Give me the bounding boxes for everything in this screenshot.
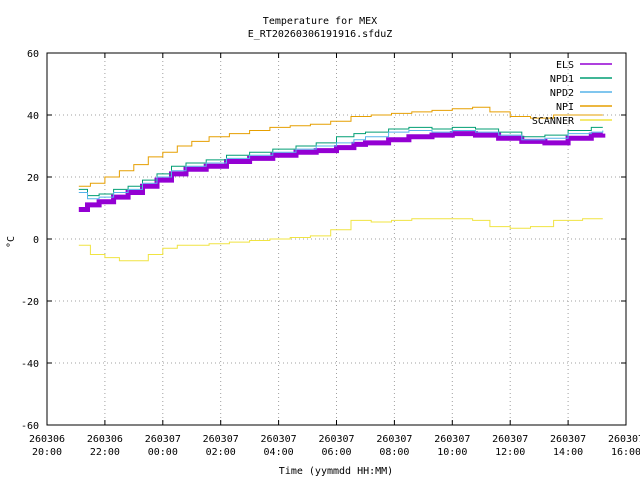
data-series — [78, 106, 606, 262]
grid-lines — [47, 53, 626, 425]
x-tick-label-date: 260307 — [608, 434, 640, 445]
x-tick-label-time: 22:00 — [90, 447, 120, 458]
x-tick-label-time: 06:00 — [321, 447, 351, 458]
y-axis-label: °C — [6, 236, 17, 248]
axis-ticks: -60 -40 -20 0 20 40 60 260306 20:00 260306 22:00 26… — [21, 49, 640, 458]
x-tick-label-date: 260306 — [87, 434, 123, 445]
x-tick-label-date: 260307 — [145, 434, 181, 445]
legend-label-npd1: NPD1 — [550, 74, 574, 85]
y-tick-label: -40 — [21, 359, 39, 370]
y-tick-label: 40 — [27, 111, 39, 122]
x-tick-label-time: 00:00 — [148, 447, 178, 458]
x-tick-label-date: 260307 — [261, 434, 297, 445]
y-tick-label: -20 — [21, 297, 39, 308]
x-tick-label-time: 08:00 — [379, 447, 409, 458]
x-axis-label: Time (yymmdd HH:MM) — [279, 466, 393, 477]
x-tick-label-time: 16:00 — [611, 447, 640, 458]
y-tick-label: 20 — [27, 173, 39, 184]
x-tick-label-time: 02:00 — [206, 447, 236, 458]
series-line-scanner — [78, 218, 603, 262]
chart-title: Temperature for MEX — [263, 16, 377, 27]
x-tick-label-date: 260306 — [29, 434, 65, 445]
x-tick-label-date: 260307 — [550, 434, 586, 445]
legend-label-npi: NPI — [556, 102, 574, 113]
x-tick-label-time: 10:00 — [437, 447, 467, 458]
x-tick-label-date: 260307 — [492, 434, 528, 445]
legend-label-scanner: SCANNER — [532, 116, 575, 127]
series-line-npi — [78, 106, 603, 187]
x-tick-label-time: 12:00 — [495, 447, 525, 458]
legend-label-els: ELS — [556, 60, 574, 71]
chart-subtitle: E_RT20260306191916.sfduZ — [248, 29, 393, 40]
x-tick-label-date: 260307 — [318, 434, 354, 445]
x-tick-label-time: 20:00 — [32, 447, 62, 458]
x-tick-label-date: 260307 — [434, 434, 470, 445]
x-tick-label-time: 14:00 — [553, 447, 583, 458]
y-tick-label: 0 — [33, 235, 39, 246]
y-tick-label: 60 — [27, 49, 39, 60]
series-line-els — [78, 131, 606, 212]
x-tick-label-date: 260307 — [203, 434, 239, 445]
y-tick-label: -60 — [21, 421, 39, 432]
legend: ELS NPD1 NPD2 NPI SCANNER — [532, 60, 612, 127]
x-tick-label-time: 04:00 — [264, 447, 294, 458]
legend-label-npd2: NPD2 — [550, 88, 574, 99]
x-tick-label-date: 260307 — [376, 434, 412, 445]
series-line-npd2 — [78, 130, 604, 200]
